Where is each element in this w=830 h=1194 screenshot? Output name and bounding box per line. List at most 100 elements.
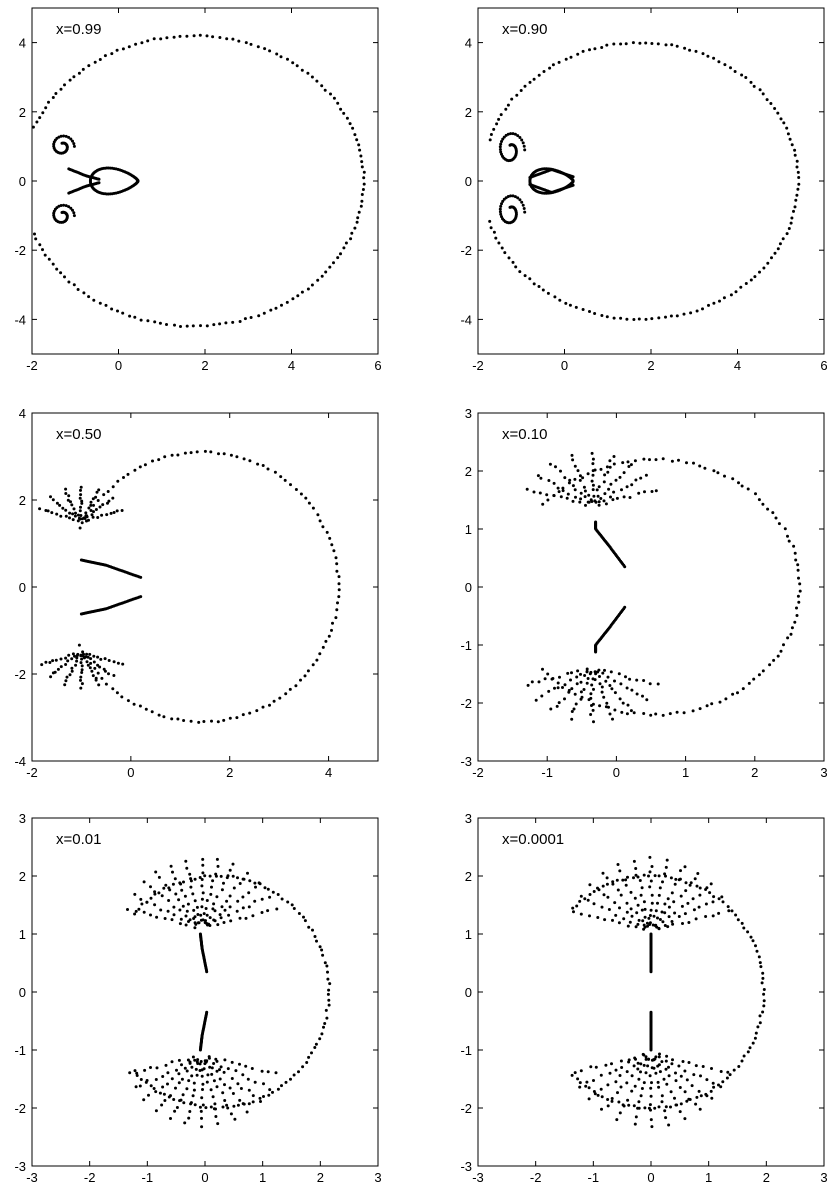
data-point (100, 513, 104, 517)
data-point (179, 325, 182, 328)
data-point (671, 1058, 674, 1062)
data-point (591, 677, 595, 681)
data-point (107, 672, 110, 676)
data-point (612, 316, 616, 320)
data-point (691, 897, 695, 901)
data-point (596, 916, 600, 919)
data-point (618, 475, 622, 479)
data-point (87, 518, 90, 522)
data-point (198, 1069, 202, 1072)
data-point (89, 661, 93, 665)
data-point (157, 458, 161, 462)
data-point (648, 885, 652, 889)
data-point (644, 473, 648, 477)
data-point (779, 649, 783, 653)
data-point (38, 507, 42, 511)
data-point (619, 42, 623, 46)
data-point (590, 479, 594, 483)
data-point (586, 898, 590, 902)
data-point (208, 916, 212, 920)
data-point (187, 920, 190, 923)
data-point (711, 1081, 715, 1085)
data-point (635, 911, 639, 915)
data-point (649, 1048, 653, 1052)
data-point (31, 125, 35, 129)
data-point (589, 696, 593, 700)
x-tick-label: 0 (613, 765, 620, 780)
data-point (215, 1085, 219, 1089)
data-point (585, 669, 589, 673)
data-point (256, 45, 260, 49)
data-point (72, 283, 76, 287)
data-point (518, 198, 522, 202)
data-point (225, 876, 229, 880)
data-point (747, 681, 751, 685)
data-point (675, 1103, 679, 1107)
data-point (661, 713, 665, 717)
data-point (190, 1074, 194, 1078)
data-point (180, 888, 184, 892)
data-point (89, 500, 93, 504)
data-point (266, 909, 270, 913)
data-point (625, 485, 629, 489)
data-point (719, 1085, 723, 1089)
data-point (656, 916, 659, 920)
data-point (72, 507, 76, 511)
data-point (635, 692, 639, 696)
data-point (796, 563, 800, 567)
data-point (315, 658, 319, 662)
data-point (597, 500, 601, 504)
data-point (669, 1105, 672, 1109)
data-point (182, 1101, 186, 1105)
data-point (321, 953, 325, 957)
data-point (664, 1059, 668, 1063)
data-point (229, 1112, 233, 1116)
data-point (38, 243, 42, 247)
data-point (78, 496, 82, 500)
data-point (694, 1102, 698, 1106)
x-tick-label: -2 (530, 1170, 542, 1185)
data-point (588, 310, 591, 313)
data-point (51, 498, 55, 502)
data-point (579, 697, 583, 701)
data-point (770, 256, 773, 260)
y-tick-label: -4 (460, 312, 472, 327)
data-point (592, 902, 596, 906)
data-point (593, 312, 597, 315)
panel-label: x=0.99 (56, 21, 101, 38)
data-point (128, 1071, 132, 1075)
data-point (165, 36, 169, 40)
y-tick-label: 4 (465, 36, 472, 51)
data-point (171, 882, 175, 886)
y-tick-label: -2 (14, 243, 26, 258)
data-point (143, 1068, 147, 1072)
data-point (595, 488, 599, 492)
data-point (362, 170, 366, 174)
data-point (196, 921, 200, 925)
data-point (753, 1036, 757, 1040)
data-point (221, 1105, 225, 1109)
data-point (789, 221, 793, 225)
data-point (654, 924, 657, 928)
y-tick-label: -4 (14, 754, 26, 769)
data-point (159, 37, 163, 41)
data-point (526, 683, 530, 687)
data-point (78, 526, 82, 530)
data-point (592, 720, 595, 724)
data-point (708, 891, 712, 895)
data-point (209, 1088, 213, 1092)
data-point (116, 479, 120, 483)
data-point (643, 915, 647, 919)
data-point (200, 1074, 204, 1078)
data-point (97, 177, 101, 181)
data-point (625, 901, 629, 905)
data-point (594, 520, 598, 524)
data-point (228, 716, 232, 720)
data-point (589, 713, 593, 716)
data-point (81, 650, 85, 654)
data-point (748, 1046, 752, 1050)
data-point (269, 308, 273, 312)
data-point (729, 293, 733, 297)
x-tick-label: 4 (288, 358, 295, 373)
data-point (236, 899, 240, 903)
